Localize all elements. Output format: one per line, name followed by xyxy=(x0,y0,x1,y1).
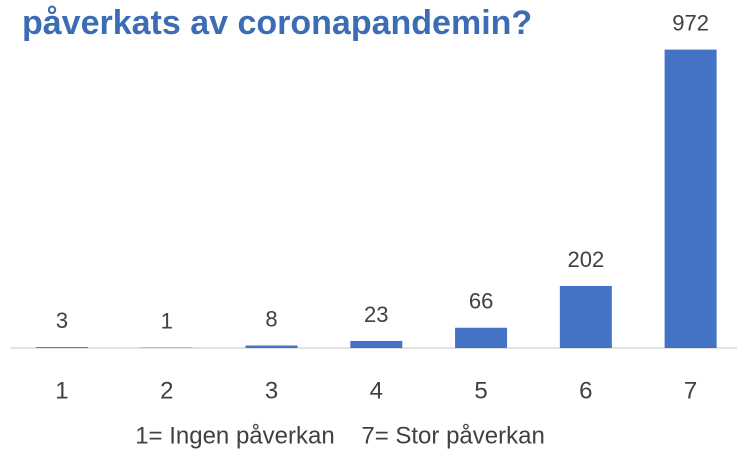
x-tick-label: 2 xyxy=(160,377,173,404)
bar xyxy=(350,340,403,348)
x-tick-label: 5 xyxy=(474,377,487,404)
bar xyxy=(245,345,298,348)
data-label: 3 xyxy=(56,308,68,333)
x-axis-label: 1= Ingen påverkan 7= Stor påverkan xyxy=(135,422,545,449)
data-label: 972 xyxy=(672,10,709,35)
x-tick-label: 7 xyxy=(684,377,697,404)
data-label: 66 xyxy=(469,289,493,314)
chart-title: påverkats av coronapandemin? xyxy=(22,4,532,42)
data-label: 8 xyxy=(265,306,277,331)
x-tick-label: 6 xyxy=(579,377,592,404)
data-label: 202 xyxy=(567,247,604,272)
x-tick-label: 3 xyxy=(265,377,278,404)
x-tick-label: 1 xyxy=(55,377,68,404)
bar xyxy=(664,49,717,348)
data-label: 23 xyxy=(364,302,388,327)
bar xyxy=(35,347,88,348)
bar xyxy=(455,327,508,348)
bar xyxy=(559,285,612,348)
x-tick-label: 4 xyxy=(370,377,383,404)
data-label: 1 xyxy=(161,309,173,334)
